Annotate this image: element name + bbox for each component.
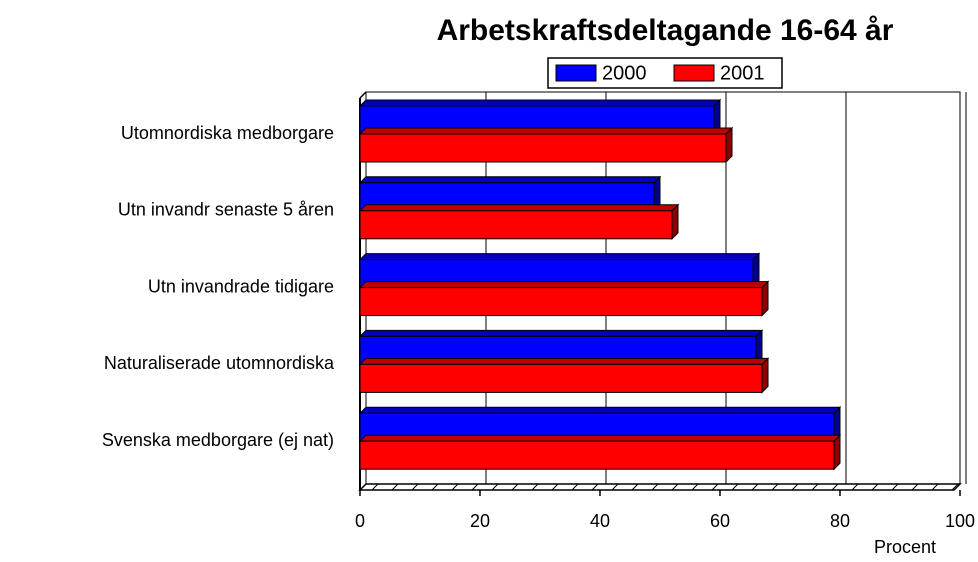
bar-top: [358, 204, 680, 212]
bar-side: [725, 126, 733, 164]
floor-hatch: [391, 483, 399, 491]
floor-hatch: [551, 483, 559, 491]
floor-hatch: [811, 483, 819, 491]
bar: [358, 126, 734, 164]
floor-hatch: [451, 483, 459, 491]
bar-top: [358, 329, 764, 337]
floor-hatch: [671, 483, 679, 491]
floor-hatch: [711, 483, 719, 491]
floor-hatch: [791, 483, 799, 491]
bar-front: [359, 210, 673, 240]
y-tick-label: Utn invandr senaste 5 åren: [118, 200, 334, 220]
bar-top: [358, 176, 662, 184]
floor-hatch: [891, 483, 899, 491]
floor-hatch: [751, 483, 759, 491]
y-tick-label: Naturaliserade utomnordiska: [104, 353, 335, 373]
floor-hatch: [911, 483, 919, 491]
floor: [358, 483, 962, 491]
bar-top: [358, 127, 734, 135]
bar-side: [671, 203, 679, 241]
floor-hatch: [951, 483, 959, 491]
legend-swatch: [673, 64, 715, 82]
bar-top: [358, 253, 761, 261]
floor-hatch: [531, 483, 539, 491]
x-tick-label: 80: [830, 511, 850, 531]
floor-hatch: [591, 483, 599, 491]
bar: [358, 280, 770, 317]
floor-hatch: [691, 483, 699, 491]
floor-hatch: [631, 483, 639, 491]
bar-side: [761, 280, 769, 317]
floor-hatch: [651, 483, 659, 491]
bar: [358, 433, 842, 471]
floor-hatch: [571, 483, 579, 491]
floor-hatch: [471, 483, 479, 491]
x-axis-label: Procent: [874, 537, 936, 557]
bar-top: [358, 281, 770, 289]
bar-top: [358, 434, 842, 442]
floor-hatch: [871, 483, 879, 491]
bar: [358, 357, 770, 394]
bar-side: [833, 433, 841, 471]
bar-top: [358, 406, 842, 414]
floor-hatch: [851, 483, 859, 491]
x-tick-label: 20: [470, 511, 490, 531]
y-tick-label: Svenska medborgare (ej nat): [102, 430, 334, 450]
x-tick-label: 60: [710, 511, 730, 531]
legend-label: 2000: [602, 62, 647, 84]
legend-swatch: [555, 64, 597, 82]
floor-hatch: [931, 483, 939, 491]
floor-hatch: [431, 483, 439, 491]
bar-top: [358, 357, 770, 365]
floor-hatch: [511, 483, 519, 491]
floor-hatch: [771, 483, 779, 491]
bar-top: [358, 99, 722, 107]
y-tick-label: Utn invandrade tidigare: [148, 276, 334, 296]
floor-hatch: [731, 483, 739, 491]
floor-hatch: [371, 483, 379, 491]
floor-hatch: [491, 483, 499, 491]
bar: [358, 203, 680, 241]
x-tick-label: 40: [590, 511, 610, 531]
x-tick-label: 0: [355, 511, 365, 531]
legend-label: 2001: [720, 62, 765, 84]
y-axis-top: [359, 91, 367, 99]
bar-front: [359, 287, 763, 317]
floor-hatch: [831, 483, 839, 491]
x-tick-label: 100: [945, 511, 975, 531]
y-tick-label: Utomnordiska medborgare: [121, 123, 334, 143]
chart-title: Arbetskraftsdeltagande 16-64 år: [437, 14, 894, 47]
bar-front: [359, 440, 835, 470]
bar-front: [359, 363, 763, 393]
bar-front: [359, 133, 727, 163]
floor-hatch: [411, 483, 419, 491]
floor-hatch: [611, 483, 619, 491]
bar-side: [761, 357, 769, 394]
